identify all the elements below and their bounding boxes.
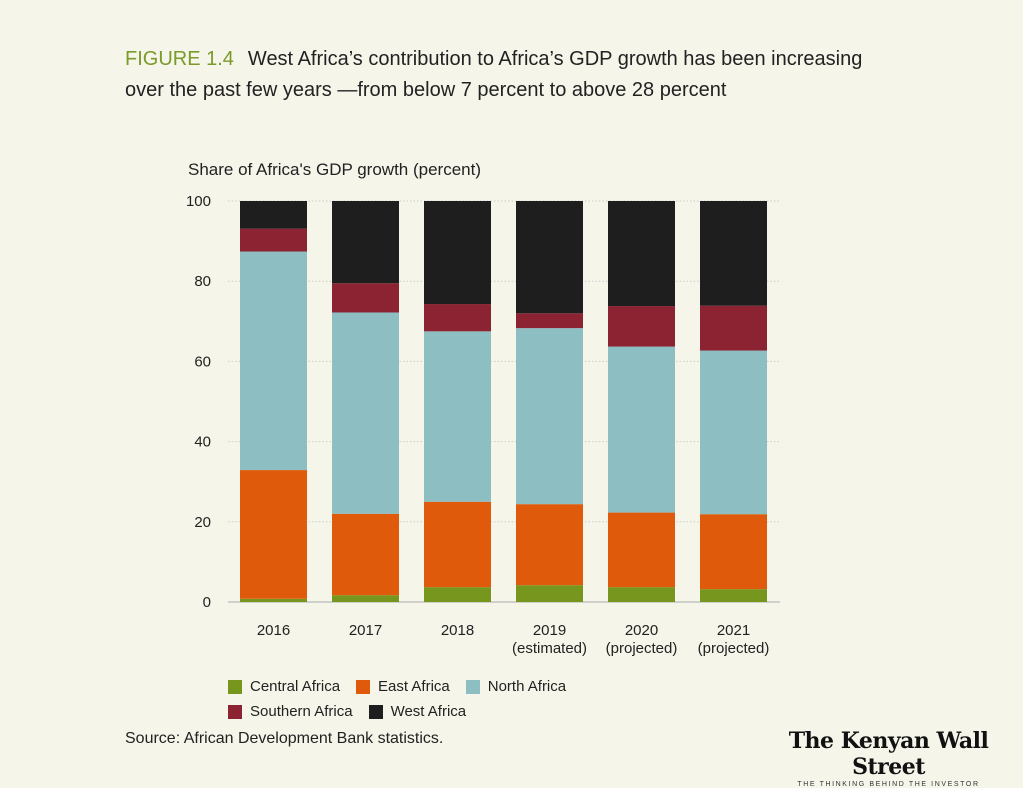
bar-segment-central-africa — [608, 587, 675, 602]
y-tick-label: 100 — [186, 193, 211, 210]
bar-segment-north-africa — [700, 350, 767, 515]
legend-swatch — [228, 704, 242, 719]
x-tick-label: 2021 — [717, 622, 750, 639]
bar-segment-east-africa — [424, 501, 491, 588]
bar-segment-west-africa — [608, 201, 675, 307]
legend-label: Central Africa — [250, 678, 341, 695]
legend-label: East Africa — [378, 678, 450, 695]
y-axis-label: Share of Africa's GDP growth (percent) — [188, 160, 482, 179]
bar-segment-central-africa — [516, 585, 583, 602]
legend-item: East Africa — [356, 674, 450, 699]
bar-segment-west-africa — [516, 201, 583, 314]
legend-label: Southern Africa — [250, 703, 353, 720]
x-tick-label: (projected) — [606, 640, 678, 657]
x-tick-label: 2019 — [533, 622, 566, 639]
legend-swatch — [356, 679, 371, 694]
legend-swatch — [228, 679, 242, 694]
bar-segment-west-africa — [240, 201, 307, 229]
legend-swatch — [368, 704, 383, 719]
bar-segment-southern-africa — [240, 228, 307, 252]
bar-segment-west-africa — [424, 201, 491, 305]
bar-segment-central-africa — [700, 589, 767, 602]
logo: The Kenyan Wall Street THE THINKING BEHI… — [754, 728, 1023, 788]
legend-swatch — [465, 679, 480, 694]
x-tick-label: (estimated) — [512, 640, 587, 657]
bar-segment-east-africa — [240, 470, 307, 599]
figure-title-text: West Africa’s contribution to Africa’s G… — [125, 48, 863, 101]
x-tick-label: 2020 — [625, 622, 658, 639]
x-tick-label: 2018 — [441, 622, 474, 639]
legend-label: North Africa — [487, 678, 567, 695]
bar-segment-central-africa — [424, 587, 491, 602]
bar-segment-west-africa — [332, 201, 399, 284]
y-tick-label: 40 — [194, 434, 211, 451]
logo-name: The Kenyan Wall Street — [788, 728, 989, 780]
bar-segment-north-africa — [424, 331, 491, 502]
legend-item: Central Africa — [228, 674, 340, 699]
y-tick-label: 0 — [203, 594, 211, 611]
bar-segment-north-africa — [608, 346, 675, 513]
bar-segment-southern-africa — [424, 304, 491, 332]
bar-segment-east-africa — [332, 513, 399, 596]
legend-item: North Africa — [465, 674, 567, 699]
x-tick-label: 2016 — [257, 622, 290, 639]
x-tick-label: (projected) — [698, 640, 770, 657]
bar-segment-southern-africa — [608, 306, 675, 347]
figure-title: FIGURE 1.4 West Africa’s contribution to … — [125, 44, 865, 106]
bar-segment-southern-africa — [516, 313, 583, 329]
legend-item: West Africa — [368, 699, 467, 724]
legend-label: West Africa — [390, 703, 467, 720]
legend-item: Southern Africa — [228, 699, 353, 724]
bar-segment-southern-africa — [332, 283, 399, 313]
bar-segment-central-africa — [332, 595, 399, 602]
bar-segment-east-africa — [516, 504, 583, 586]
source-note: Source: African Development Bank statist… — [125, 730, 444, 747]
bar-segment-east-africa — [608, 512, 675, 588]
x-tick-label: 2017 — [349, 622, 382, 639]
bar-segment-central-africa — [240, 598, 307, 602]
y-tick-label: 60 — [194, 353, 211, 370]
bar-segment-east-africa — [700, 514, 767, 590]
bar-segment-north-africa — [240, 251, 307, 471]
legend: Central Africa East Africa North Africa Sou… — [228, 674, 648, 724]
y-tick-label: 80 — [194, 273, 211, 290]
figure-label: FIGURE 1.4 — [125, 48, 234, 70]
bar-segment-southern-africa — [700, 305, 767, 351]
bar-segment-west-africa — [700, 201, 767, 306]
bar-segment-north-africa — [332, 312, 399, 514]
y-tick-label: 20 — [194, 514, 211, 531]
logo-tagline: THE THINKING BEHIND THE INVESTOR — [797, 781, 980, 788]
bar-segment-north-africa — [516, 328, 583, 505]
